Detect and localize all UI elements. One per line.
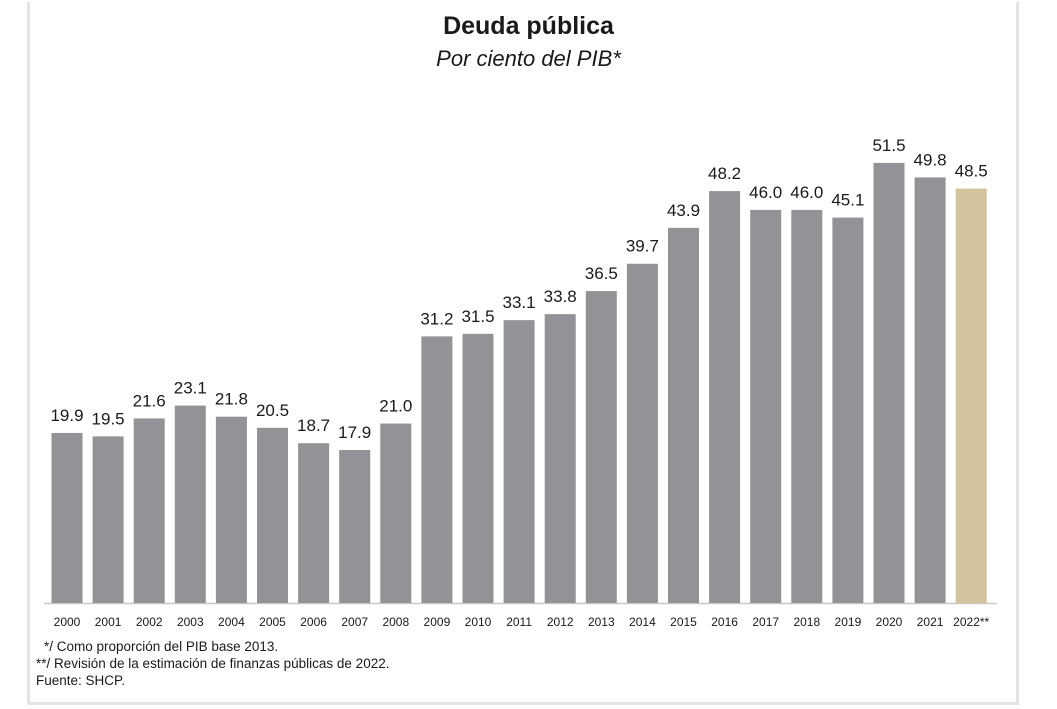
x-tick-label: 2009 xyxy=(424,615,451,629)
bar-2022 xyxy=(955,188,987,603)
bar-2011 xyxy=(503,320,535,603)
data-label: 45.1 xyxy=(831,191,864,210)
data-label: 33.8 xyxy=(544,287,577,306)
x-tick-label: 2013 xyxy=(588,615,615,629)
data-label: 19.9 xyxy=(50,406,83,425)
footnotes: */ Como proporción del PIB base 2013. **… xyxy=(36,638,389,689)
data-label: 33.1 xyxy=(503,293,536,312)
bar-2007 xyxy=(339,450,371,603)
bar-2002 xyxy=(133,418,165,603)
x-tick-label: 2020 xyxy=(876,615,903,629)
x-tick-label: 2000 xyxy=(54,615,81,629)
bar-2006 xyxy=(298,443,330,603)
bar-2015 xyxy=(668,227,699,603)
bar-2016 xyxy=(709,191,741,604)
bar-2003 xyxy=(174,405,206,603)
x-tick-label: 2010 xyxy=(465,615,492,629)
x-tick-label: 2018 xyxy=(793,615,820,629)
data-label: 49.8 xyxy=(914,150,947,169)
data-label: 46.0 xyxy=(749,183,782,202)
bar-2005 xyxy=(257,427,288,603)
x-tick-label: 2006 xyxy=(300,615,327,629)
data-label: 19.5 xyxy=(92,409,125,428)
x-tick-label: 2011 xyxy=(506,615,532,629)
bar-2021 xyxy=(914,177,946,603)
footnote-1: */ Como proporción del PIB base 2013. xyxy=(44,639,279,654)
bar-2008 xyxy=(380,423,412,603)
x-tick-label: 2019 xyxy=(835,615,862,629)
bar-2009 xyxy=(421,336,453,603)
x-tick-label: 2001 xyxy=(95,615,122,629)
chart-title: Deuda pública xyxy=(443,12,614,40)
x-tick-label: 2015 xyxy=(670,615,697,629)
x-tick-label: 2005 xyxy=(259,615,286,629)
data-label: 51.5 xyxy=(872,136,905,155)
data-label: 36.5 xyxy=(585,264,618,283)
data-label: 43.9 xyxy=(667,201,700,220)
data-label: 21.8 xyxy=(215,390,248,409)
data-label: 48.5 xyxy=(955,162,988,181)
data-label: 18.7 xyxy=(297,416,330,435)
x-tick-label: 2003 xyxy=(177,615,204,629)
data-label: 20.5 xyxy=(256,401,289,420)
bar-2014 xyxy=(626,263,658,603)
bar-2020 xyxy=(873,162,905,603)
data-label: 31.2 xyxy=(420,309,453,328)
bar-2000 xyxy=(51,432,83,603)
x-tick-label: 2012 xyxy=(547,615,574,629)
x-tick-label: 2004 xyxy=(218,615,245,629)
bar-2001 xyxy=(92,436,124,603)
bar-2004 xyxy=(215,416,247,603)
footnote-2: **/ Revisión de la estimación de finanza… xyxy=(36,656,390,671)
data-label: 46.0 xyxy=(790,183,823,202)
data-label: 23.1 xyxy=(174,379,207,398)
x-tick-label: 2017 xyxy=(752,615,779,629)
x-tick-label: 2007 xyxy=(341,615,368,629)
x-tick-label: 2016 xyxy=(711,615,738,629)
source-note: Fuente: SHCP. xyxy=(36,673,126,688)
x-tick-label: 2022** xyxy=(953,615,989,629)
data-label: 17.9 xyxy=(338,423,371,442)
bar-2013 xyxy=(585,291,617,603)
data-label: 21.0 xyxy=(379,397,412,416)
bar-2010 xyxy=(462,333,494,603)
bar-2017 xyxy=(750,209,782,603)
x-tick-label: 2021 xyxy=(917,615,944,629)
x-tick-label: 2002 xyxy=(136,615,163,629)
data-label: 48.2 xyxy=(708,164,741,183)
chart-subtitle: Por ciento del PIB* xyxy=(436,46,621,71)
data-label: 39.7 xyxy=(626,237,659,256)
bar-2019 xyxy=(832,217,864,603)
bar-2012 xyxy=(544,314,576,603)
data-label: 31.5 xyxy=(461,307,494,326)
data-label: 21.6 xyxy=(133,391,166,410)
x-tick-label: 2008 xyxy=(382,615,409,629)
bar-2018 xyxy=(791,209,823,603)
x-tick-label: 2014 xyxy=(629,615,656,629)
